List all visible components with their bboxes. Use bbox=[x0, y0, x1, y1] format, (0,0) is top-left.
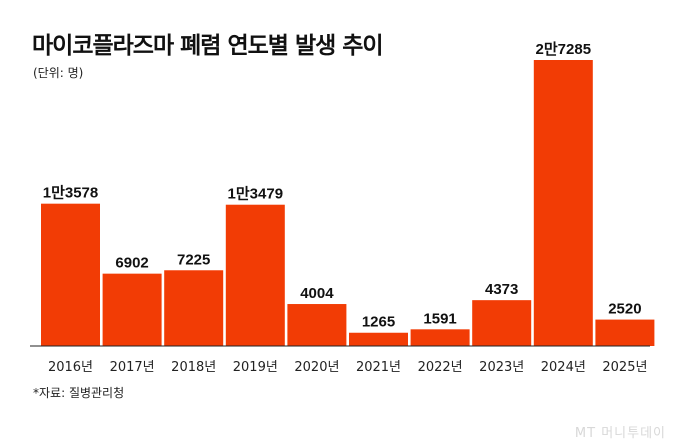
bar-2017년 bbox=[102, 273, 162, 346]
data-label: 1만3479 bbox=[228, 186, 284, 203]
data-label: 2520 bbox=[608, 301, 641, 318]
unit-label: (단위: 명) bbox=[33, 66, 84, 80]
bar-2023년 bbox=[472, 300, 532, 346]
data-label: 2만7285 bbox=[536, 41, 592, 58]
logo-watermark: MT 머니투데이 bbox=[574, 426, 666, 441]
data-label: 1만3578 bbox=[43, 185, 99, 202]
bar-2019년 bbox=[225, 204, 285, 346]
bar-2022년 bbox=[410, 329, 470, 346]
data-label: 6902 bbox=[115, 255, 148, 272]
x-tick-label: 2022년 bbox=[418, 360, 463, 375]
data-label: 4004 bbox=[300, 285, 334, 302]
x-tick-label: 2023년 bbox=[479, 360, 524, 375]
x-tick-label: 2021년 bbox=[356, 360, 401, 375]
x-tick-label: 2019년 bbox=[233, 360, 278, 375]
bar-2016년 bbox=[41, 203, 100, 346]
data-label: 4373 bbox=[485, 281, 518, 298]
x-tick-label: 2017년 bbox=[110, 360, 155, 375]
chart-title: 마이코플라즈마 폐렴 연도별 발생 추이 bbox=[32, 33, 384, 59]
source-note: *자료: 질병관리청 bbox=[33, 386, 125, 400]
x-tick-label: 2016년 bbox=[48, 360, 93, 375]
bar-2025년 bbox=[595, 319, 655, 346]
bar-2024년 bbox=[533, 60, 593, 346]
data-label: 7225 bbox=[177, 251, 210, 268]
data-label: 1591 bbox=[423, 310, 456, 327]
x-tick-label: 2025년 bbox=[602, 360, 647, 375]
bar-2020년 bbox=[287, 304, 347, 346]
x-tick-label: 2024년 bbox=[541, 360, 586, 375]
x-tick-label: 2020년 bbox=[294, 360, 339, 375]
bar-2021년 bbox=[349, 332, 408, 346]
bar-2018년 bbox=[164, 270, 224, 346]
data-label: 1265 bbox=[362, 314, 395, 331]
x-tick-label: 2018년 bbox=[171, 360, 216, 375]
